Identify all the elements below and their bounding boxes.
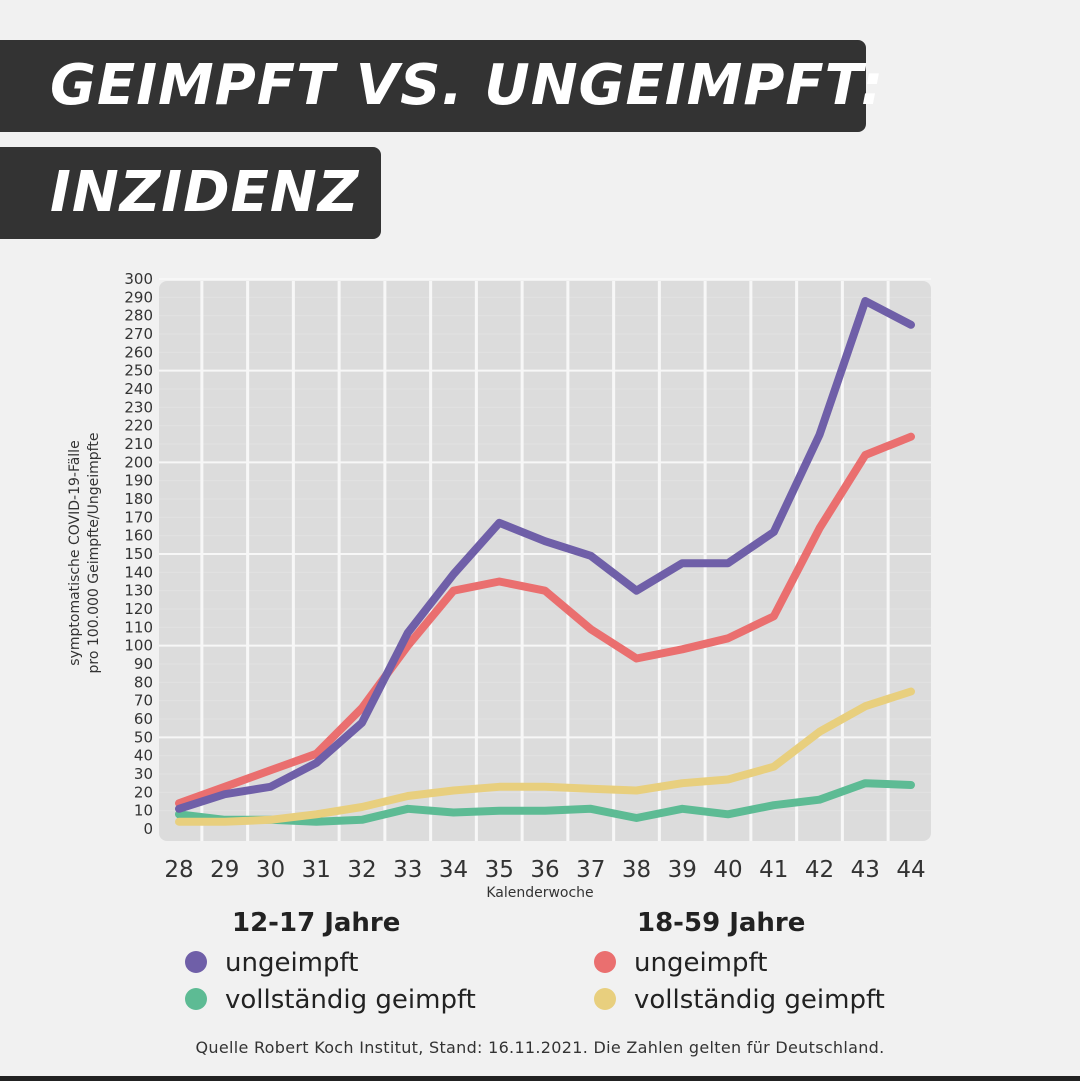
page-title-line2: INZIDENZ — [50, 160, 360, 225]
series-line-12-17-jahre-vollst-ndig-geimpft — [175, 779, 915, 826]
y-tick-label: 240 — [124, 380, 153, 398]
y-tick-label: 10 — [134, 802, 153, 820]
y-tick-label: 110 — [124, 618, 153, 636]
series-line-18-59-jahre-vollst-ndig-geimpft — [175, 687, 915, 826]
y-tick-label: 300 — [124, 270, 153, 288]
y-tick-label: 160 — [124, 527, 153, 545]
x-tick-label: 42 — [805, 857, 834, 883]
y-tick-label: 230 — [124, 398, 153, 416]
y-tick-label: 30 — [134, 765, 153, 783]
legend-dot-icon — [594, 950, 616, 973]
x-tick-label: 44 — [896, 857, 925, 883]
y-tick-label: 260 — [124, 343, 153, 361]
y-tick-label: 80 — [134, 673, 153, 691]
x-tick-label: 29 — [210, 857, 239, 883]
x-tick-label: 41 — [759, 857, 788, 883]
y-axis-label: symptomatische COVID-19-Fälle pro 100.00… — [67, 433, 102, 674]
series-line-18-59-jahre-ungeimpft — [175, 432, 915, 808]
line-chart: 0102030405060708090100110120130140150160… — [67, 270, 931, 900]
y-tick-label: 90 — [134, 655, 153, 673]
y-tick-label: 270 — [124, 325, 153, 343]
y-axis-label-line2: pro 100.000 Geimpfte/Ungeimpfte — [86, 433, 102, 674]
x-tick-label: 35 — [485, 857, 514, 883]
x-tick-label: 32 — [347, 857, 376, 883]
x-tick-label: 36 — [530, 857, 559, 883]
legend-dot-icon — [185, 950, 207, 973]
y-tick-label: 250 — [124, 362, 153, 380]
legend-dot-icon — [185, 987, 207, 1010]
y-tick-label: 170 — [124, 508, 153, 526]
x-tick-label: 38 — [622, 857, 651, 883]
y-axis-label-line1: symptomatische COVID-19-Fälle — [67, 440, 83, 665]
y-tick-label: 140 — [124, 563, 153, 581]
legend-heading-18-59: 18-59 Jahre — [637, 908, 806, 938]
y-tick-label: 290 — [124, 288, 153, 306]
y-tick-label: 20 — [134, 783, 153, 801]
legend-label: ungeimpft — [634, 948, 768, 978]
y-tick-label: 220 — [124, 417, 153, 435]
legend-item-12-17-ungeimpft: ungeimpft — [185, 948, 358, 978]
y-tick-label: 40 — [134, 747, 153, 765]
y-tick-label: 150 — [124, 545, 153, 563]
y-tick-label: 70 — [134, 692, 153, 710]
x-tick-label: 34 — [439, 857, 468, 883]
legend-label: ungeimpft — [225, 948, 359, 978]
legend-dot-icon — [594, 987, 616, 1010]
legend-label: vollständig geimpft — [225, 985, 476, 1015]
y-tick-label: 60 — [134, 710, 153, 728]
title-banner-line2: INZIDENZ — [0, 147, 381, 239]
legend-item-18-59-geimpft: vollständig geimpft — [594, 985, 885, 1015]
x-tick-label: 28 — [164, 857, 193, 883]
y-tick-label: 100 — [124, 637, 153, 655]
y-tick-label: 180 — [124, 490, 153, 508]
legend-item-12-17-geimpft: vollständig geimpft — [185, 985, 476, 1015]
y-tick-label: 210 — [124, 435, 153, 453]
y-tick-label: 0 — [143, 820, 153, 838]
y-tick-label: 280 — [124, 307, 153, 325]
title-banner-line1: GEIMPFT VS. UNGEIMPFT: — [0, 40, 883, 132]
y-tick-label: 190 — [124, 472, 153, 490]
x-tick-label: 40 — [713, 857, 742, 883]
x-tick-label: 33 — [393, 857, 422, 883]
legend-item-18-59-ungeimpft: ungeimpft — [594, 948, 767, 978]
bottom-divider — [0, 1076, 1080, 1081]
x-tick-label: 43 — [851, 857, 880, 883]
y-tick-label: 120 — [124, 600, 153, 618]
y-tick-label: 50 — [134, 728, 153, 746]
y-tick-label: 200 — [124, 453, 153, 471]
series-line-12-17-jahre-ungeimpft — [175, 297, 915, 813]
x-tick-label: 39 — [668, 857, 697, 883]
page-title-line1: GEIMPFT VS. UNGEIMPFT: — [50, 53, 885, 118]
x-tick-label: 37 — [576, 857, 605, 883]
x-axis-label: Kalenderwoche — [486, 885, 593, 900]
plot-area — [159, 281, 931, 841]
legend-label: vollständig geimpft — [634, 985, 885, 1015]
x-tick-label: 30 — [256, 857, 285, 883]
x-tick-label: 31 — [302, 857, 331, 883]
legend-heading-12-17: 12-17 Jahre — [232, 908, 401, 938]
source-note: Quelle Robert Koch Institut, Stand: 16.1… — [195, 1038, 885, 1057]
y-tick-label: 130 — [124, 582, 153, 600]
